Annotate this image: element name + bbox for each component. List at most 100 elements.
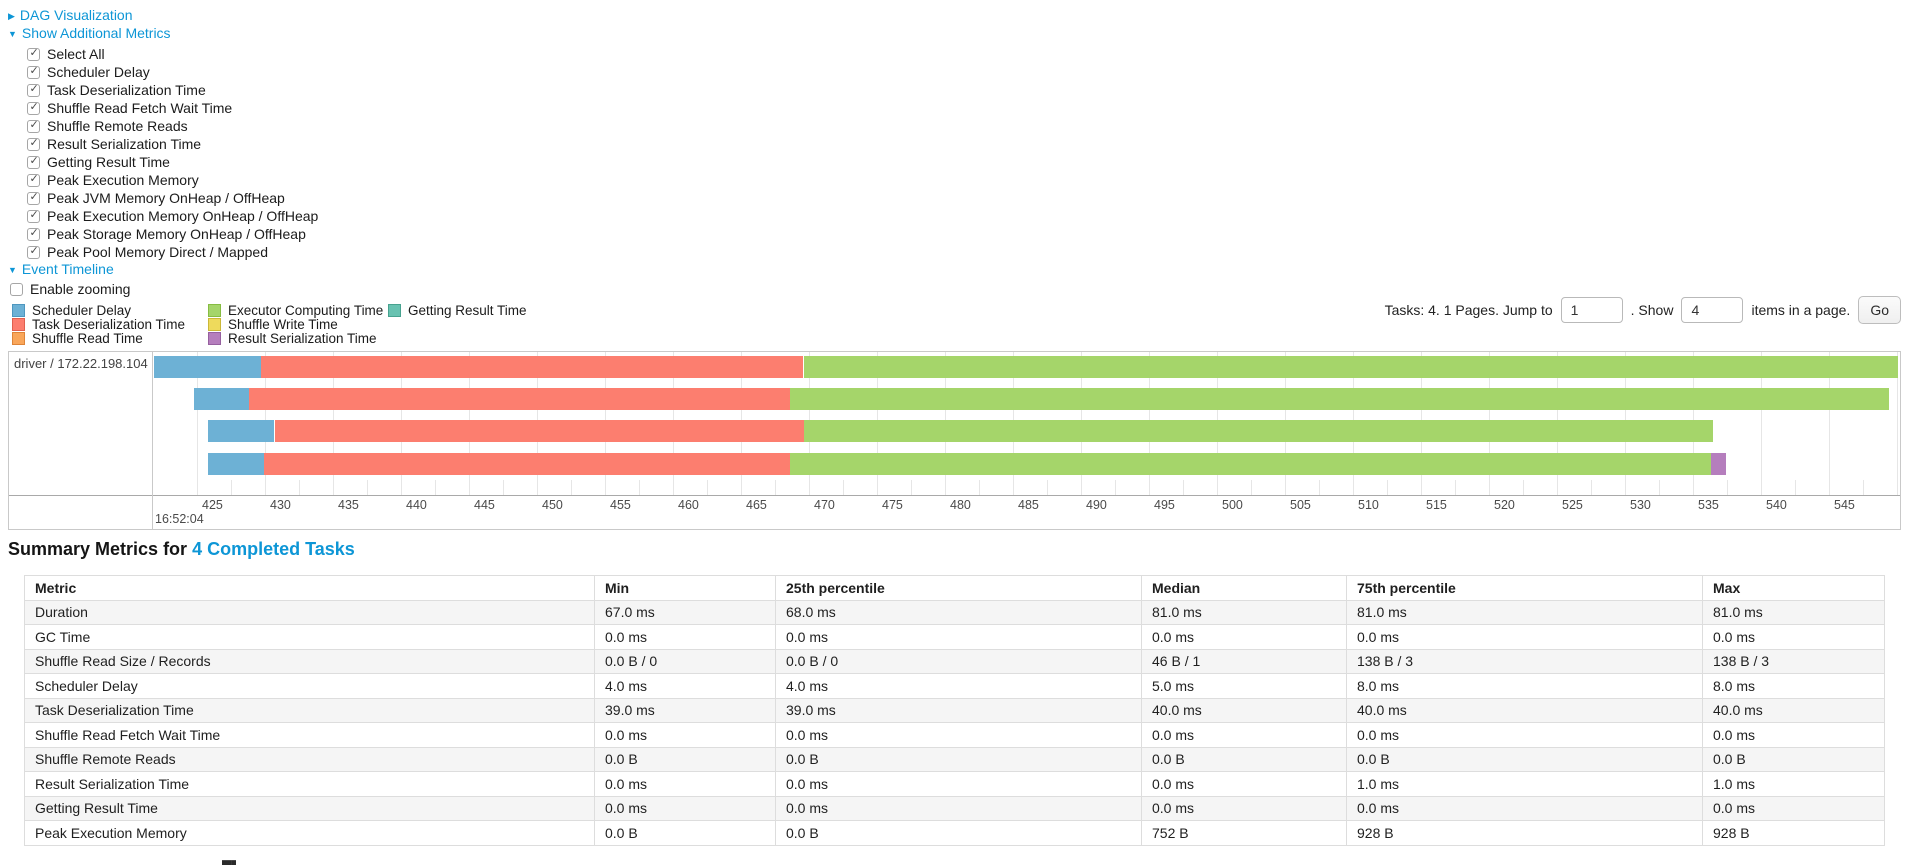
metric-value-cell: 1.0 ms <box>1702 771 1885 797</box>
table-row-duration: Duration 67.0 ms 68.0 ms 81.0 ms 81.0 ms 81.0… <box>24 599 1885 625</box>
axis-tick-label: 515 <box>1426 498 1447 512</box>
shuffle-read-time-legend-swatch-icon <box>12 331 25 345</box>
axis-minor-tick <box>1591 480 1592 495</box>
metric-value-cell: 0.0 ms <box>775 624 1142 650</box>
axis-tick-label: 525 <box>1562 498 1583 512</box>
checkbox-label: Shuffle Remote Reads <box>47 118 188 134</box>
checkbox-icon <box>27 136 40 151</box>
metric-checkbox-select-all[interactable]: Select All <box>27 45 318 63</box>
axis-minor-tick <box>1455 480 1456 495</box>
task-bar-segment-task-deserialization[interactable] <box>274 420 804 442</box>
task-pagination: Tasks: 4. 1 Pages. Jump to . Show items … <box>1385 294 1901 326</box>
axis-tick-label: 460 <box>678 498 699 512</box>
metric-checkbox-peak-pool-memory-direct-mapped[interactable]: Peak Pool Memory Direct / Mapped <box>27 243 318 261</box>
legend-entry-result-serialization-time: Result Serialization Time <box>208 331 383 346</box>
task-bar-segment-scheduler-delay[interactable] <box>194 388 249 410</box>
metric-checkbox-shuffle-read-fetch-wait-time[interactable]: Shuffle Read Fetch Wait Time <box>27 99 318 117</box>
task-bar-segment-executor-computing[interactable] <box>790 453 1711 475</box>
axis-tick-label: 540 <box>1766 498 1787 512</box>
metric-value-cell: 39.0 ms <box>594 697 776 723</box>
metric-checkbox-list: Select All Scheduler Delay Task Deserializ… <box>27 45 318 261</box>
metric-name-cell: Shuffle Read Fetch Wait Time <box>24 722 595 748</box>
jump-to-page-input[interactable] <box>1560 297 1623 323</box>
timeline-legend-column: Getting Result Time <box>388 303 527 318</box>
section-dag-visualization[interactable]: ▶ DAG Visualization <box>8 7 133 25</box>
checkbox-icon <box>27 244 40 259</box>
metric-name-cell: Shuffle Remote Reads <box>24 746 595 772</box>
axis-minor-tick <box>1047 480 1048 495</box>
axis-minor-tick <box>1795 480 1796 495</box>
axis-minor-tick <box>1115 480 1116 495</box>
legend-entry-scheduler-delay: Scheduler Delay <box>12 303 185 318</box>
axis-gridline <box>1761 352 1762 495</box>
executor-label: driver / 172.22.198.104 <box>14 356 148 371</box>
task-bar-segment-result-serialization[interactable] <box>1710 453 1726 475</box>
metric-checkbox-peak-jvm-memory-onheap-offheap[interactable]: Peak JVM Memory OnHeap / OffHeap <box>27 189 318 207</box>
metric-checkbox-peak-execution-memory-onheap-offheap[interactable]: Peak Execution Memory OnHeap / OffHeap <box>27 207 318 225</box>
event-timeline-chart: 425 430 435 440 445 450 455 460 465 470 475 480 485 4… <box>8 351 1901 530</box>
metric-checkbox-task-deserialization-time[interactable]: Task Deserialization Time <box>27 81 318 99</box>
summary-metrics-heading: Summary Metrics for 4 Completed Tasks <box>8 539 355 560</box>
column-header-metric: Metric <box>24 575 595 601</box>
table-row-getting-result-time: Getting Result Time 0.0 ms 0.0 ms 0.0 ms 0.0… <box>24 795 1885 821</box>
metric-value-cell: 0.0 ms <box>775 795 1142 821</box>
task-deserialization-time-legend-swatch-icon <box>12 317 25 331</box>
metric-checkbox-scheduler-delay[interactable]: Scheduler Delay <box>27 63 318 81</box>
metric-value-cell: 0.0 ms <box>1141 624 1347 650</box>
axis-minor-tick <box>707 480 708 495</box>
checkbox-icon <box>27 64 40 79</box>
metric-value-cell: 5.0 ms <box>1141 673 1347 699</box>
metric-value-cell: 81.0 ms <box>1702 599 1885 625</box>
task-bar-segment-scheduler-delay[interactable] <box>207 453 264 475</box>
task-bar-segment-scheduler-delay[interactable] <box>207 420 275 442</box>
metric-value-cell: 0.0 B / 0 <box>594 648 776 674</box>
axis-minor-tick <box>1251 480 1252 495</box>
task-bar-segment-executor-computing[interactable] <box>803 420 1714 442</box>
metric-value-cell: 40.0 ms <box>1346 697 1703 723</box>
items-per-page-input[interactable] <box>1681 297 1744 323</box>
metric-name-cell: Shuffle Read Size / Records <box>24 648 595 674</box>
result-serialization-time-legend-swatch-icon <box>208 331 221 345</box>
task-bar-segment-executor-computing[interactable] <box>790 388 1889 410</box>
checkbox-icon <box>27 100 40 115</box>
task-bar-segment-task-deserialization[interactable] <box>260 356 804 378</box>
axis-minor-tick <box>1387 480 1388 495</box>
axis-tick-label: 500 <box>1222 498 1243 512</box>
checkbox-label: Select All <box>47 46 105 62</box>
metric-value-cell: 8.0 ms <box>1702 673 1885 699</box>
checkbox-icon <box>27 82 40 97</box>
task-bar-segment-task-deserialization[interactable] <box>263 453 790 475</box>
metric-checkbox-peak-storage-memory-onheap-offheap[interactable]: Peak Storage Memory OnHeap / OffHeap <box>27 225 318 243</box>
legend-label: Shuffle Read Time <box>32 330 143 346</box>
legend-entry-getting-result-time: Getting Result Time <box>388 303 527 318</box>
checkbox-icon <box>27 118 40 133</box>
metric-name-cell: GC Time <box>24 624 595 650</box>
section-event-timeline[interactable]: ▼ Event Timeline <box>8 261 114 279</box>
metric-checkbox-result-serialization-time[interactable]: Result Serialization Time <box>27 135 318 153</box>
task-bar-segment-scheduler-delay[interactable] <box>153 356 261 378</box>
table-row-task-deserialization-time: Task Deserialization Time 39.0 ms 39.0 ms 4… <box>24 697 1885 723</box>
completed-tasks-link[interactable]: 4 Completed Tasks <box>192 539 355 559</box>
metric-checkbox-getting-result-time[interactable]: Getting Result Time <box>27 153 318 171</box>
go-button[interactable]: Go <box>1858 296 1901 324</box>
axis-minor-tick <box>231 480 232 495</box>
enable-zooming-checkbox[interactable]: Enable zooming <box>10 280 130 298</box>
metric-value-cell: 40.0 ms <box>1702 697 1885 723</box>
metric-value-cell: 0.0 ms <box>594 624 776 650</box>
enable-zooming-label: Enable zooming <box>30 281 131 297</box>
axis-tick-label: 475 <box>882 498 903 512</box>
triangle-right-icon: ▶ <box>8 10 15 21</box>
task-bar-segment-task-deserialization[interactable] <box>248 388 790 410</box>
metric-value-cell: 0.0 ms <box>1346 624 1703 650</box>
axis-minor-tick <box>1727 480 1728 495</box>
task-bar-segment-executor-computing[interactable] <box>803 356 1898 378</box>
column-header-min: Min <box>594 575 776 601</box>
getting-result-time-legend-swatch-icon <box>388 303 401 317</box>
metric-name-cell: Peak Execution Memory <box>24 820 595 846</box>
section-show-additional-metrics[interactable]: ▼ Show Additional Metrics <box>8 25 171 43</box>
axis-minor-tick <box>1523 480 1524 495</box>
metric-value-cell: 8.0 ms <box>1346 673 1703 699</box>
table-header-row: Metric Min 25th percentile Median 75th perce… <box>24 575 1885 601</box>
metric-checkbox-peak-execution-memory[interactable]: Peak Execution Memory <box>27 171 318 189</box>
metric-checkbox-shuffle-remote-reads[interactable]: Shuffle Remote Reads <box>27 117 318 135</box>
